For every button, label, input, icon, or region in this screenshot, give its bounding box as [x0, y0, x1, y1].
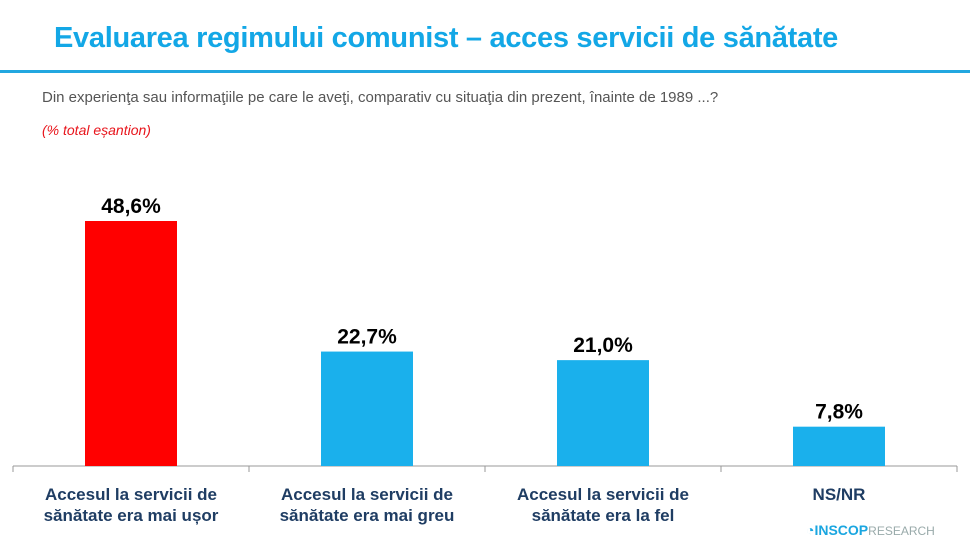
- data-label: 48,6%: [101, 195, 161, 218]
- category-label: Accesul la servicii de sănătate era mai u…: [43, 485, 219, 525]
- data-label: 22,7%: [337, 326, 397, 349]
- category-label: NS/NR: [812, 485, 866, 504]
- data-label: 7,8%: [815, 401, 863, 424]
- logo-brand: INSCOP: [814, 522, 869, 538]
- bar: [85, 221, 177, 466]
- bar: [557, 360, 649, 466]
- category-label: Accesul la servicii de sănătate era la fe…: [517, 485, 689, 525]
- bar: [793, 426, 885, 466]
- logo-icon: ◔: [806, 522, 815, 538]
- page-title: Evaluarea regimului comunist – acces ser…: [54, 22, 839, 54]
- logo-suffix: RESEARCH: [868, 524, 935, 538]
- bar: [321, 351, 413, 466]
- sample-base-note: (% total eșantion): [42, 122, 151, 138]
- survey-question: Din experienţa sau informaţiile pe care …: [42, 89, 719, 106]
- title-divider: [0, 70, 970, 73]
- inscop-logo: ◔INSCOPRESEARCH: [806, 522, 935, 538]
- data-label: 21,0%: [573, 334, 633, 357]
- category-label: Accesul la servicii de sănătate era mai g…: [279, 485, 455, 525]
